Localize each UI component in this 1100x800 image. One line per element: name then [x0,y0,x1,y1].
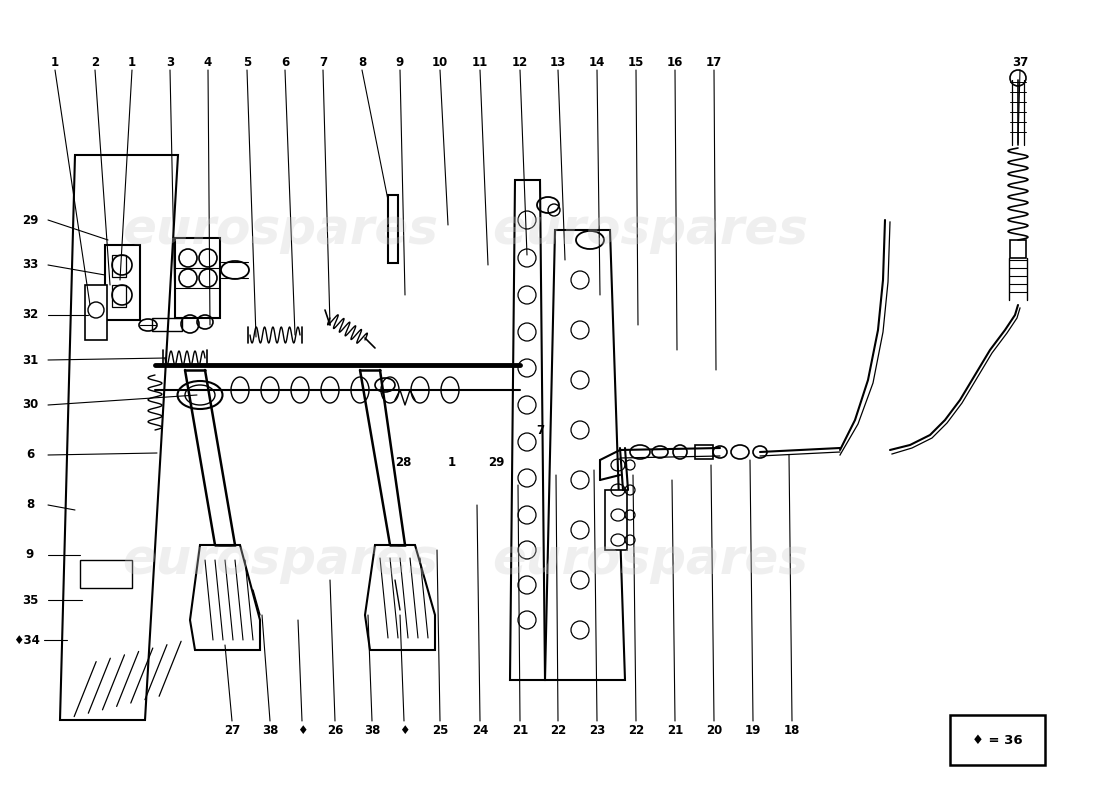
Text: 30: 30 [22,398,38,411]
Text: eurospares: eurospares [492,206,808,254]
Text: 16: 16 [667,55,683,69]
Text: 9: 9 [26,549,34,562]
Text: 22: 22 [550,723,566,737]
Bar [388,195,398,263]
Text: eurospares: eurospares [492,536,808,584]
Text: 37: 37 [1012,55,1028,69]
Bar [85,285,107,340]
Text: 19: 19 [745,723,761,737]
Text: 29: 29 [487,455,504,469]
Polygon shape [60,155,178,720]
Bar [112,255,126,277]
Text: 17: 17 [706,55,722,69]
Bar [695,445,713,459]
Text: 13: 13 [550,55,566,69]
Bar [152,318,182,331]
Bar [605,490,627,550]
Polygon shape [510,180,544,680]
Text: 29: 29 [22,214,38,226]
Polygon shape [544,230,625,680]
Text: 24: 24 [472,723,488,737]
Bar [175,238,220,318]
Text: 32: 32 [22,309,38,322]
Text: ♦ = 36: ♦ = 36 [972,734,1023,746]
Polygon shape [190,545,260,650]
Text: 15: 15 [628,55,645,69]
Text: 12: 12 [512,55,528,69]
Text: 11: 11 [472,55,488,69]
Text: 7: 7 [319,55,327,69]
Text: 6: 6 [26,449,34,462]
Text: 2: 2 [91,55,99,69]
Text: 20: 20 [706,723,722,737]
Bar [112,285,126,307]
Text: 21: 21 [667,723,683,737]
Text: ♦: ♦ [398,723,409,737]
Text: 38: 38 [262,723,278,737]
Text: 1: 1 [51,55,59,69]
Text: 26: 26 [327,723,343,737]
Text: 3: 3 [166,55,174,69]
Text: 23: 23 [588,723,605,737]
Text: 1: 1 [448,455,456,469]
Text: 8: 8 [26,498,34,511]
Text: 35: 35 [22,594,38,606]
Bar [1010,240,1026,258]
Text: 8: 8 [358,55,366,69]
Text: 5: 5 [243,55,251,69]
Text: 10: 10 [432,55,448,69]
Text: 1: 1 [128,55,136,69]
Text: 33: 33 [22,258,38,271]
Text: 38: 38 [364,723,381,737]
Text: 4: 4 [204,55,212,69]
Bar [80,560,132,588]
Text: 14: 14 [588,55,605,69]
Text: 25: 25 [432,723,448,737]
Text: ♦: ♦ [297,723,307,737]
Text: 31: 31 [22,354,38,366]
Text: eurospares: eurospares [122,206,438,254]
Text: 6: 6 [280,55,289,69]
Text: ♦34: ♦34 [12,634,40,646]
Text: 27: 27 [224,723,240,737]
Text: 7: 7 [536,423,544,437]
Bar [104,245,140,320]
Text: 21: 21 [512,723,528,737]
Text: eurospares: eurospares [122,536,438,584]
Text: 28: 28 [395,455,411,469]
Text: 9: 9 [396,55,404,69]
Text: 22: 22 [628,723,645,737]
Bar [950,715,1045,765]
Polygon shape [365,545,435,650]
Text: 18: 18 [784,723,800,737]
